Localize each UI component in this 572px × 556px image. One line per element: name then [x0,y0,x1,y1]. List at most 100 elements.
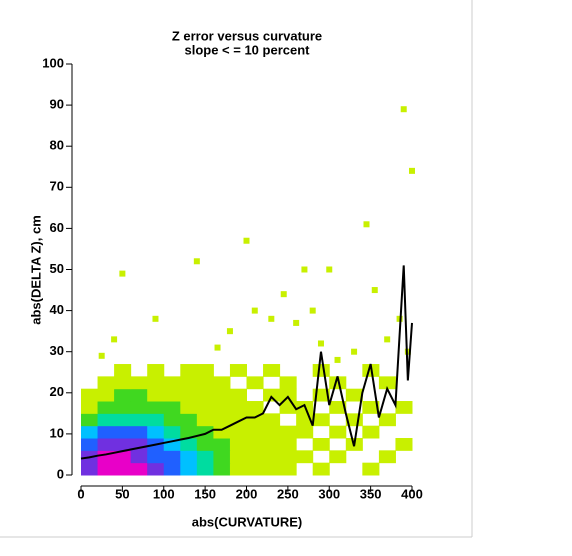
y-axis-label: abs(DELTA Z), cm [28,215,43,325]
y-tick-label: 20 [50,384,64,399]
sparse-cell [409,167,415,174]
sparse-cell [214,344,221,351]
heat-cell [147,401,165,414]
heat-cell [329,425,347,439]
heat-cell [246,425,264,439]
mean-line [80,265,413,460]
heat-cell [163,462,181,476]
heat-cell [229,364,247,377]
heat-cell [263,364,281,377]
sparse-cell [293,319,300,326]
sparse-cell [371,287,378,294]
heat-cell [362,425,380,439]
heat-cell [130,425,148,439]
chart-subtitle: slope < = 10 percent [184,42,310,57]
sparse-cell [301,266,308,273]
heat-cell [81,413,99,427]
x-axis-label: abs(CURVATURE) [192,514,303,529]
heat-cell [114,462,132,476]
heat-cell [213,401,231,414]
heat-cell [180,413,198,427]
y-tick-label: 70 [50,179,64,194]
heat-cell [246,462,264,476]
heat-cell [180,438,198,451]
sparse-cell [280,291,287,298]
heat-cell [196,462,214,476]
heat-cell [81,425,99,439]
heat-cell [229,401,247,414]
heat-cell [81,388,99,402]
sparse-cell [309,307,316,314]
sparse-cell [363,221,370,228]
heat-cell [279,376,297,390]
x-tick-label: 350 [360,486,382,501]
heat-cell [213,438,231,451]
heat-cell [114,401,132,414]
sparse-cell [152,315,159,322]
x-tick-label: 200 [236,486,258,501]
y-tick-label: 30 [50,343,64,358]
heat-cell [147,462,165,476]
heat-cell [163,388,181,402]
heat-cell [263,388,281,402]
heat-cell [246,450,264,464]
heat-cell [81,462,99,476]
heat-cell [114,376,132,390]
heat-cell [378,413,396,427]
heat-cell [246,401,264,414]
heat-cell [97,462,115,476]
heat-cell [114,450,132,464]
heat-cell [312,364,330,377]
heat-cell [213,388,231,402]
sparse-cell [226,328,233,335]
heat-cell [229,388,247,402]
heat-cell [263,462,281,476]
heat-cell [345,388,363,402]
y-tick-label: 60 [50,220,64,235]
heat-cell [147,388,165,402]
heat-cell [163,425,181,439]
heat-cell [130,462,148,476]
heat-cell [163,401,181,414]
heat-cell [130,376,148,390]
x-tick-label: 150 [194,486,216,501]
heat-cell [114,364,132,377]
heat-cell [279,388,297,402]
heat-cell [229,462,247,476]
heat-cell [196,376,214,390]
heat-cell [163,450,181,464]
heat-cell [329,450,347,464]
heat-cell [180,388,198,402]
heat-cell [312,462,330,476]
heat-cell [180,401,198,414]
heat-cell [263,413,281,427]
heat-cell [246,438,264,451]
heat-cell [279,450,297,464]
heat-cell [147,450,165,464]
heat-cell [263,438,281,451]
x-tick-label: 250 [277,486,299,501]
heat-cell [163,413,181,427]
heat-cell [114,438,132,451]
y-tick-label: 100 [42,55,64,70]
heat-cell [296,450,314,464]
sparse-cell [98,352,105,359]
heat-cell [97,376,115,390]
chart-title: Z error versus curvature [172,28,322,43]
heat-cell [279,438,297,451]
sparse-cell [400,106,407,113]
heat-cell [130,388,148,402]
heat-cell [263,450,281,464]
x-tick-label: 400 [401,486,423,501]
heat-cell [114,388,132,402]
x-tick-label: 50 [115,486,129,501]
y-tick-label: 90 [50,97,64,112]
heat-cell [213,450,231,464]
y-tick-label: 10 [50,425,64,440]
sparse-cell [317,340,324,347]
heat-cell [395,438,413,451]
heat-cell [395,401,413,414]
heat-cell [180,425,198,439]
heat-cell [97,438,115,451]
